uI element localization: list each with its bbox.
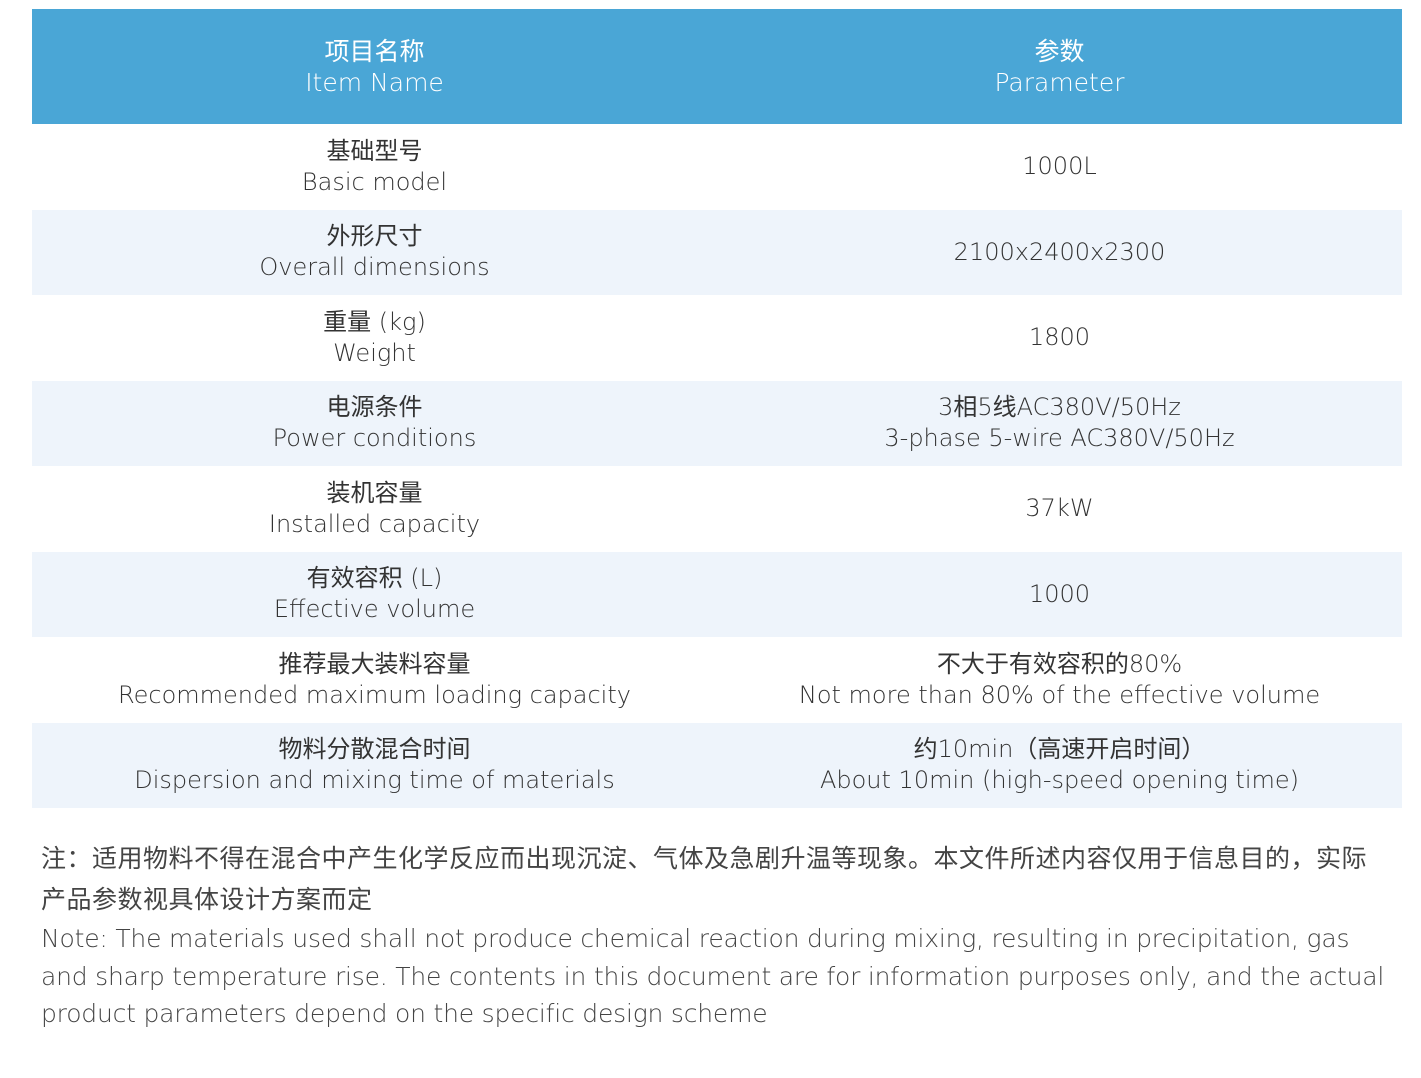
value-en: 2100x2400x2300 <box>953 237 1166 266</box>
value-cell: 1800 <box>717 322 1402 353</box>
value-cell: 37kW <box>717 493 1402 524</box>
value-cell: 约10min（高速开启时间） About 10min (high-speed op… <box>717 734 1402 796</box>
item-name-zh: 有效容积 (L) <box>306 564 443 593</box>
item-name-en: Basic model <box>301 167 448 196</box>
value-cell: 不大于有效容积的80% Not more than 80% of the effe… <box>717 649 1402 711</box>
value-cell: 1000 <box>717 579 1402 610</box>
note: 注：适用物料不得在混合中产生化学反应而出现沉淀、气体及急剧升温等现象。本文件所述… <box>41 838 1386 1033</box>
table-row: 物料分散混合时间 Dispersion and mixing time of ma… <box>32 722 1402 808</box>
header-item-name: 项目名称 Item Name <box>32 36 717 98</box>
item-cell: 基础型号 Basic model <box>32 136 717 198</box>
header-item-zh: 项目名称 <box>324 36 425 66</box>
item-name-en: Power conditions <box>272 424 477 453</box>
value-cell: 2100x2400x2300 <box>717 237 1402 268</box>
note-zh: 注：适用物料不得在混合中产生化学反应而出现沉淀、气体及急剧升温等现象。本文件所述… <box>41 844 1368 914</box>
item-name-zh: 基础型号 <box>326 136 423 165</box>
table-row: 电源条件 Power conditions 3相5线AC380V/50Hz 3-pha… <box>32 380 1402 466</box>
item-name-zh: 物料分散混合时间 <box>278 735 471 764</box>
item-cell: 物料分散混合时间 Dispersion and mixing time of ma… <box>32 734 717 796</box>
value-en: 37kW <box>1025 494 1094 523</box>
header-param-zh: 参数 <box>1034 36 1085 66</box>
item-name-en: Recommended maximum loading capacity <box>118 680 631 709</box>
value-en: Not more than 80% of the effective volum… <box>798 680 1321 709</box>
value-en: About 10min (high-speed opening time) <box>819 766 1300 795</box>
header-item-en: Item Name <box>305 67 444 97</box>
item-cell: 重量 (kg) Weight <box>32 307 717 369</box>
item-name-zh: 推荐最大装料容量 <box>278 649 471 678</box>
table-row: 重量 (kg) Weight 1800 <box>32 295 1402 381</box>
value-cell: 3相5线AC380V/50Hz 3-phase 5-wire AC380V/50H… <box>717 392 1402 454</box>
value-zh: 约10min（高速开启时间） <box>913 735 1206 764</box>
table-row: 装机容量 Installed capacity 37kW <box>32 466 1402 552</box>
item-name-en: Weight <box>333 338 416 367</box>
table-row: 基础型号 Basic model 1000L <box>32 124 1402 210</box>
table-row: 有效容积 (L) Effective volume 1000 <box>32 551 1402 637</box>
table-header: 项目名称 Item Name 参数 Parameter <box>32 9 1402 124</box>
value-en: 1800 <box>1028 323 1091 352</box>
item-name-en: Installed capacity <box>268 509 481 538</box>
item-cell: 有效容积 (L) Effective volume <box>32 563 717 625</box>
value-zh: 不大于有效容积的80% <box>936 649 1183 678</box>
value-zh: 3相5线AC380V/50Hz <box>938 393 1181 422</box>
header-parameter: 参数 Parameter <box>717 36 1402 98</box>
item-name-zh: 重量 (kg) <box>323 307 426 336</box>
item-cell: 电源条件 Power conditions <box>32 392 717 454</box>
table-row: 推荐最大装料容量 Recommended maximum loading capa… <box>32 637 1402 723</box>
item-name-zh: 电源条件 <box>326 393 423 422</box>
item-name-en: Overall dimensions <box>259 253 490 282</box>
value-en: 1000 <box>1028 579 1091 608</box>
header-param-en: Parameter <box>994 67 1125 97</box>
item-name-zh: 装机容量 <box>326 478 423 507</box>
item-name-en: Dispersion and mixing time of materials <box>134 766 615 795</box>
note-en: Note: The materials used shall not produ… <box>41 924 1385 1028</box>
value-en: 1000L <box>1022 152 1097 181</box>
spec-table: 项目名称 Item Name 参数 Parameter 基础型号 Basic mo… <box>32 9 1402 808</box>
item-name-en: Effective volume <box>273 595 476 624</box>
table-row: 外形尺寸 Overall dimensions 2100x2400x2300 <box>32 209 1402 295</box>
item-name-zh: 外形尺寸 <box>326 222 423 251</box>
value-en: 3-phase 5-wire AC380V/50Hz <box>884 424 1235 453</box>
value-cell: 1000L <box>717 151 1402 182</box>
item-cell: 装机容量 Installed capacity <box>32 478 717 540</box>
item-cell: 推荐最大装料容量 Recommended maximum loading capa… <box>32 649 717 711</box>
item-cell: 外形尺寸 Overall dimensions <box>32 221 717 283</box>
